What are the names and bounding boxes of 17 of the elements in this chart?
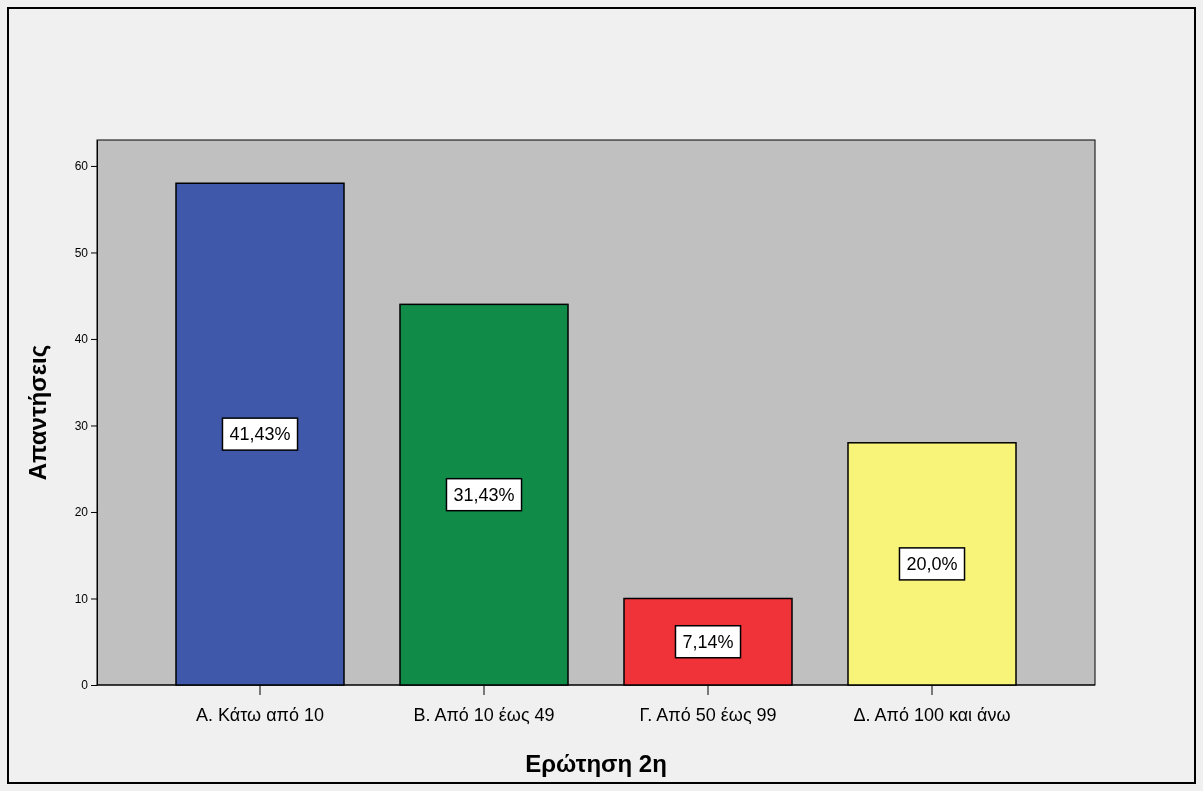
annotation: 41,43% [229, 424, 291, 445]
y-tick-label: 20 [74, 505, 89, 520]
x-axis-title: Ερώτηση 2η [525, 750, 667, 777]
y-tick-label: 10 [74, 591, 89, 606]
y-tick-label: 0 [81, 678, 89, 693]
y-tick-label: 60 [74, 159, 89, 174]
y-tick-label: 50 [74, 245, 89, 260]
y-tick-label: 30 [74, 418, 89, 433]
annotation: 20,0% [906, 553, 958, 574]
x-tick-label: Β. Από 10 έως 49 [413, 705, 555, 726]
y-axis-title: Απαντήσεις [24, 344, 51, 481]
annotation: 31,43% [453, 484, 515, 505]
y-tick-label: 40 [74, 332, 89, 347]
annotation: 7,14% [682, 631, 734, 652]
x-tick-label: Δ. Από 100 και άνω [853, 705, 1011, 726]
x-tick-label: Γ. Από 50 έως 99 [639, 705, 777, 726]
x-tick-label: Α. Κάτω από 10 [196, 705, 324, 726]
